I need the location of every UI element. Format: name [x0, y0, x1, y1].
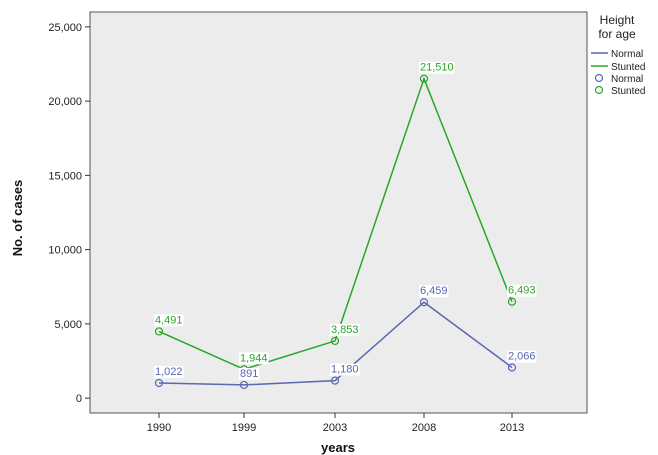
data-label-normal: 1,180 [331, 364, 359, 376]
series-lines [158, 76, 513, 386]
legend-title-line-2: for age [598, 27, 636, 41]
data-label-bg [419, 285, 449, 298]
y-axis-title: No. of cases [10, 180, 25, 257]
data-label-bg [419, 61, 455, 74]
point-normal [419, 298, 429, 307]
y-tick-label: 0 [76, 393, 82, 405]
data-label-bg [239, 367, 260, 380]
data-label-stunted: 1,944 [240, 352, 268, 364]
data-label-bg [507, 284, 537, 297]
x-axis-title: years [321, 440, 355, 455]
legend-marker-label-stunted: Stunted [611, 86, 645, 97]
series-line-normal [158, 301, 513, 386]
data-label-stunted: 4,491 [155, 314, 183, 326]
axis-ticks: 0 5,000 10,000 15,000 20,000 25,000 1990 1999 20… [48, 22, 524, 434]
data-label-bg [330, 363, 360, 376]
x-tick-label: 1999 [232, 422, 256, 434]
x-tick-label: 2008 [412, 422, 436, 434]
data-label-stunted: 21,510 [420, 62, 454, 74]
y-tick-label: 25,000 [48, 22, 82, 34]
data-label-normal: 2,066 [508, 350, 536, 362]
data-label-bg [507, 350, 537, 363]
y-tick-label: 15,000 [48, 170, 82, 182]
legend-title-line-1: Height [600, 13, 635, 27]
data-label-bg [330, 323, 360, 336]
data-label-normal: 891 [240, 368, 258, 380]
legend-marker-label-normal: Normal [611, 74, 643, 85]
point-stunted [507, 297, 517, 306]
data-labels: 1,022 891 1,180 6,459 2,066 4,491 1,944 3,853 21… [154, 61, 537, 380]
point-stunted [330, 336, 340, 346]
point-stunted [154, 327, 164, 336]
data-label-stunted: 6,493 [508, 285, 536, 297]
point-normal [154, 378, 164, 388]
series-line-stunted [158, 76, 513, 371]
series-markers [154, 74, 517, 390]
point-normal [330, 376, 340, 385]
point-stunted [419, 74, 429, 83]
plot-area [89, 11, 588, 414]
data-label-stunted: 3,853 [331, 324, 359, 336]
x-tick-label: 2003 [323, 422, 347, 434]
point-normal [239, 380, 249, 390]
data-label-bg [154, 314, 184, 327]
x-tick-label: 1990 [147, 422, 171, 434]
y-tick-label: 5,000 [54, 319, 82, 331]
legend: Height for age Normal Stunted Normal Stu… [591, 13, 645, 97]
y-tick-label: 20,000 [48, 96, 82, 108]
data-label-bg [239, 352, 269, 365]
y-tick-label: 10,000 [48, 245, 82, 257]
data-label-bg [154, 365, 184, 378]
legend-marker-stunted [594, 85, 604, 95]
data-label-normal: 6,459 [420, 285, 448, 297]
legend-line-label-normal: Normal [611, 49, 643, 60]
legend-marker-normal [594, 73, 604, 83]
data-label-normal: 1,022 [155, 366, 183, 378]
point-normal [507, 363, 517, 372]
legend-line-label-stunted: Stunted [611, 62, 645, 73]
x-tick-label: 2013 [500, 422, 524, 434]
